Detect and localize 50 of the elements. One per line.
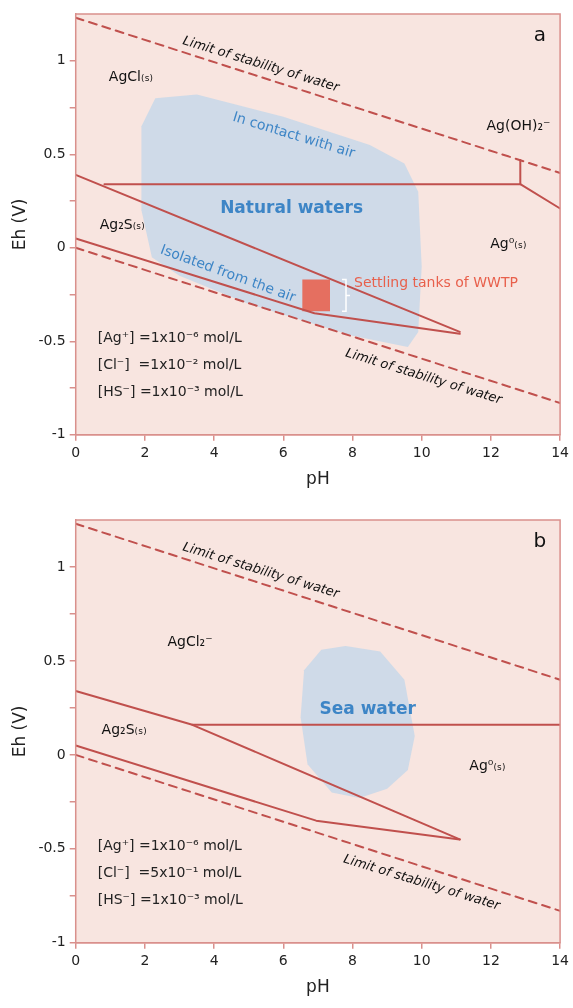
x-tick-label: 10 [412,951,431,968]
text: a [533,22,547,47]
annotation: [Cl⁻] =5x10⁻¹ mol/L [97,864,242,881]
annotation: Ag₂S₍ₛ₎ [99,215,145,232]
y-axis-title: Eh (V) [8,198,29,251]
y-tick-label: 0 [56,745,66,762]
annotation: Limit of stability of water [181,32,343,95]
y-tick-label: -1 [51,425,66,442]
x-tick-label: 14 [551,951,570,968]
y-tick-label: -0.5 [38,839,66,856]
annotation: [Cl⁻] =1x10⁻² mol/L [97,356,242,373]
series-label: Natural waters [220,197,364,218]
x-tick-label: 12 [481,951,500,968]
y-axis-title: Eh (V) [8,705,29,758]
annotation: AgCl₂⁻ [167,632,213,649]
x-tick-label: 8 [348,951,357,968]
y-tick-label: -0.5 [38,331,66,348]
x-tick-label: 10 [412,443,431,460]
annotation: [HS⁻] =1x10⁻³ mol/L [97,891,243,908]
y-tick-label: 1 [56,557,66,574]
x-axis-title: pH [306,976,330,997]
x-tick-label: 0 [71,951,81,968]
y-tick-label: 0.5 [43,144,66,161]
x-tick-label: 12 [481,443,500,460]
x-tick-label: 14 [551,443,570,460]
y-tick-label: 1 [56,51,66,68]
text: b [533,528,547,553]
y-tick-label: 0 [56,238,66,255]
annotation: Ag₂S₍ₛ₎ [101,721,147,738]
annotation: AgCl₍ₛ₎ [108,68,154,85]
x-tick-label: 8 [348,443,357,460]
annotation: Ag⁰₍ₛ₎ [490,234,527,251]
annotation: Ag⁰₍ₛ₎ [469,756,506,773]
x-tick-label: 2 [140,951,150,968]
y-tick-label: -1 [51,933,66,950]
x-tick-label: 4 [209,951,219,968]
x-tick-label: 0 [71,443,81,460]
series-label: Settling tanks of WWTP [354,274,518,291]
x-tick-label: 4 [209,443,219,460]
annotation: In contact with air [231,108,358,161]
x-tick-label: 2 [140,443,150,460]
x-tick-label: 6 [278,443,288,460]
series-label: Sea water [319,698,417,719]
y-tick-label: 0.5 [43,651,66,668]
annotation: [HS⁻] =1x10⁻³ mol/L [97,383,243,400]
x-axis-title: pH [306,468,330,489]
annotation: Ag(OH)₂⁻ [486,116,551,133]
annotation: [Ag⁺] =1x10⁻⁶ mol/L [97,837,242,854]
annotation: [Ag⁺] =1x10⁻⁶ mol/L [97,329,242,346]
x-tick-label: 6 [278,951,288,968]
